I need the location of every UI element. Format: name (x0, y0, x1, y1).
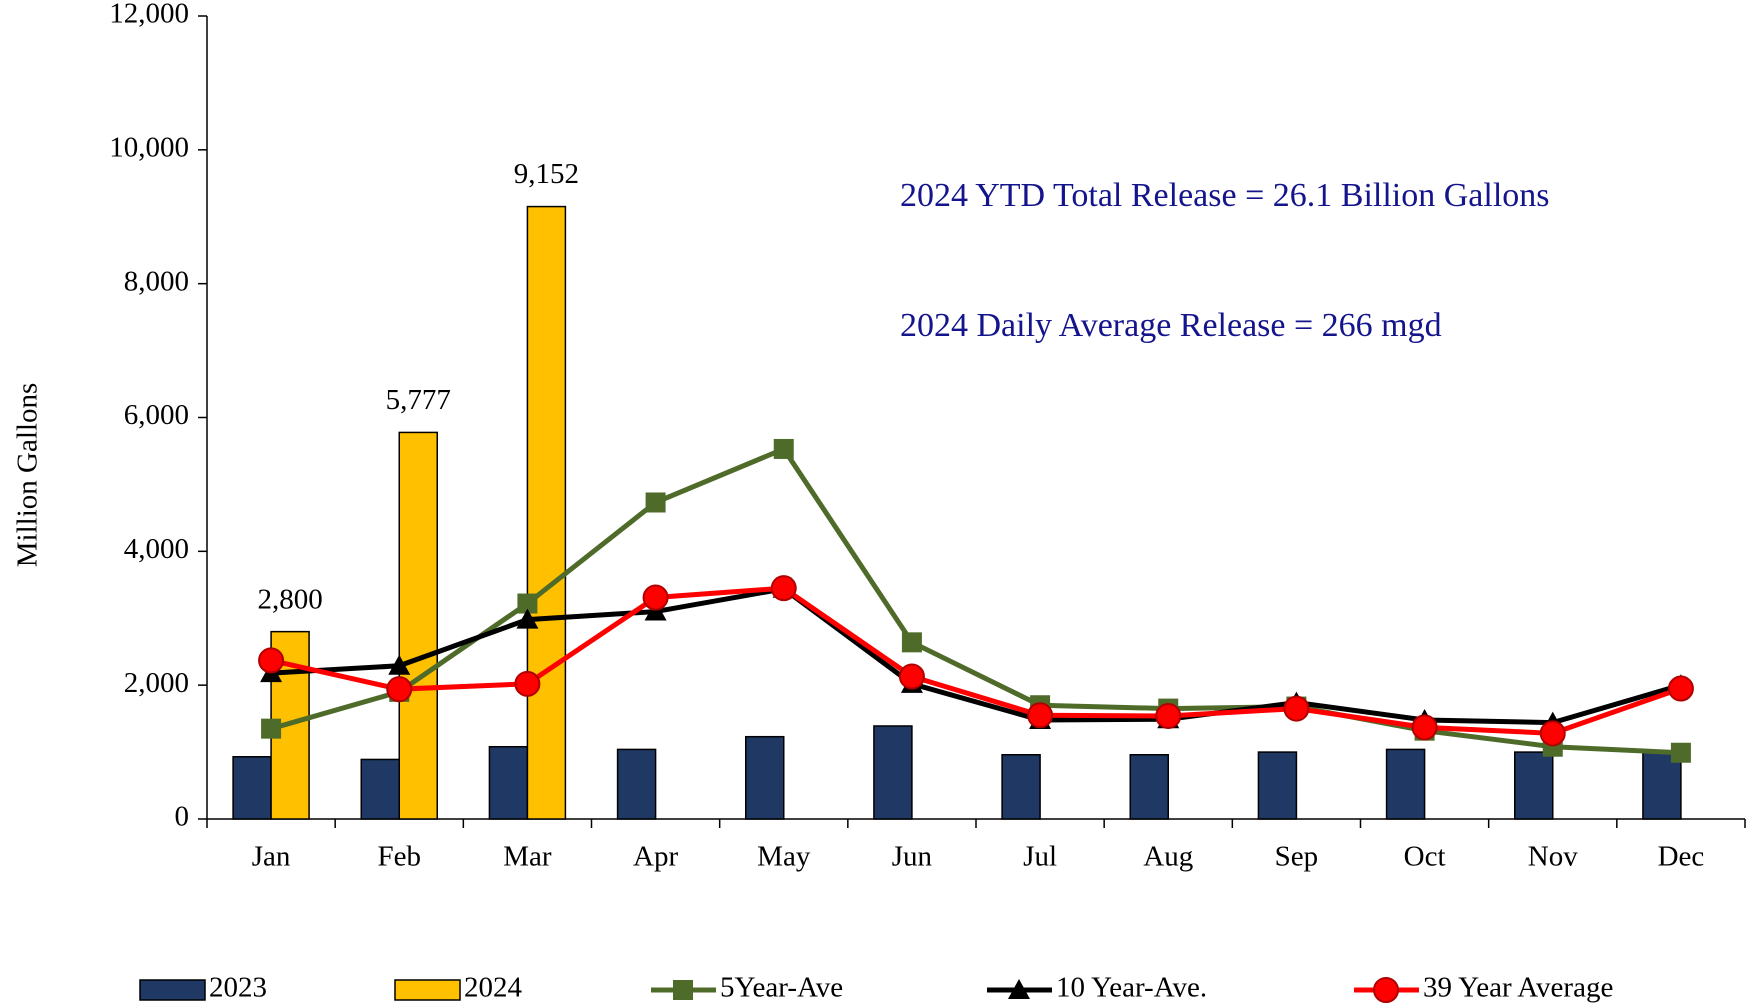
bar (398, 431, 438, 820)
x-tick-label: Apr (633, 841, 678, 873)
bar (360, 758, 400, 820)
marker (1411, 714, 1438, 741)
legend-label: 39 Year Average (1423, 972, 1613, 1004)
data-label: 9,152 (514, 158, 579, 190)
marker (645, 492, 666, 513)
marker (898, 663, 925, 690)
annotation: 2024 Daily Average Release = 266 mgd (900, 307, 1442, 344)
marker (644, 600, 667, 621)
x-tick-label: Nov (1528, 841, 1578, 873)
bar (745, 735, 785, 820)
data-label: 5,777 (386, 384, 451, 416)
x-tick-label: Dec (1658, 841, 1705, 873)
marker (1667, 675, 1694, 702)
bar (1129, 754, 1169, 820)
bar (232, 756, 272, 820)
marker (1027, 702, 1054, 729)
bar (488, 745, 529, 820)
marker (258, 647, 285, 674)
y-tick-label: 2,000 (124, 667, 189, 699)
x-tick-label: Mar (503, 841, 552, 873)
marker (514, 670, 541, 697)
legend-label: 10 Year-Ave. (1056, 972, 1207, 1004)
marker (770, 575, 797, 602)
y-tick-label: 4,000 (124, 533, 189, 565)
bar (1514, 751, 1554, 820)
marker (388, 654, 411, 675)
marker (1670, 742, 1691, 763)
x-tick-label: Jan (252, 841, 291, 873)
x-tick-label: Feb (378, 841, 422, 873)
legend-label: 2024 (464, 972, 523, 1004)
bar (1257, 751, 1298, 820)
x-tick-label: Oct (1404, 841, 1446, 873)
marker (642, 584, 669, 611)
marker (517, 593, 538, 614)
marker (386, 676, 413, 703)
y-tick-label: 0 (175, 801, 190, 833)
y-tick-label: 6,000 (124, 399, 189, 431)
marker (1283, 695, 1310, 722)
x-tick-label: Sep (1275, 841, 1319, 873)
x-tick-label: May (757, 841, 811, 873)
y-tick-label: 12,000 (109, 0, 189, 30)
marker (1373, 977, 1399, 1003)
marker (1155, 702, 1182, 729)
y-tick-label: 10,000 (109, 131, 189, 163)
annotation: 2024 YTD Total Release = 26.1 Billion Ga… (900, 177, 1550, 214)
x-tick-label: Jun (892, 841, 933, 873)
legend-label: 5Year-Ave (720, 972, 843, 1004)
bar (1385, 748, 1426, 820)
bar (873, 725, 913, 820)
data-label: 2,800 (257, 583, 322, 615)
legend-swatch (139, 979, 206, 1001)
marker (261, 718, 282, 739)
marker (516, 608, 539, 629)
marker (673, 980, 693, 1000)
legend-swatch (394, 979, 461, 1001)
x-tick-label: Jul (1023, 841, 1057, 873)
marker (773, 438, 794, 459)
x-tick-label: Aug (1143, 841, 1193, 873)
bar (526, 205, 567, 820)
marker (901, 632, 922, 653)
marker (1539, 720, 1566, 747)
legend-label: 2023 (209, 972, 267, 1004)
y-axis-label: Million Gallons (12, 383, 44, 567)
line (270, 586, 1682, 726)
line (270, 445, 1682, 756)
line (270, 585, 1682, 736)
bar (616, 748, 657, 820)
y-tick-label: 8,000 (124, 265, 189, 297)
bar (1001, 754, 1041, 820)
marker (1008, 979, 1030, 999)
